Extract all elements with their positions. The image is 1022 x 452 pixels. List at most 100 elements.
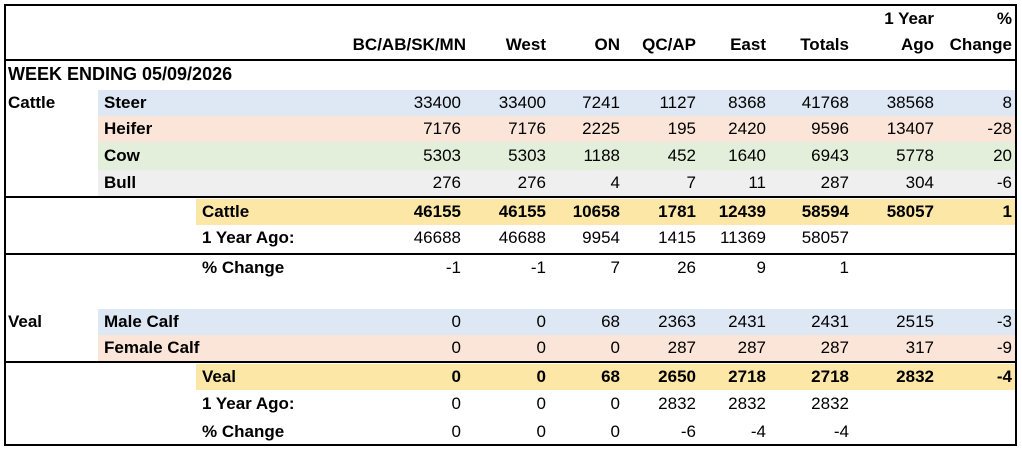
week-ending-label: WEEK ENDING 05/09/2026 <box>8 64 233 84</box>
table-cell: 287 <box>820 173 849 192</box>
table-cell: 0 <box>536 312 546 331</box>
right-border <box>1015 4 1017 446</box>
table-cell: 1 <box>839 258 849 277</box>
table-cell: 68 <box>601 367 620 386</box>
cattle-total-row: Cattle 46155 46155 10658 1781 12439 58594 58057… <box>6 199 1016 225</box>
heifer-row-band <box>98 116 1016 142</box>
bull-row-band <box>98 170 1016 196</box>
veal-row-female-calf: Female Calf 0 0 0 287 287 287 317 -9 <box>6 335 1016 361</box>
cattle-year-ago-row: 1 Year Ago: 46688 46688 9954 1415 11369 58057 <box>6 225 1016 251</box>
table-cell: 13407 <box>886 119 934 138</box>
cattle-total-bottom-border <box>6 253 1016 255</box>
table-cell: 2718 <box>728 367 766 386</box>
table-cell: 1415 <box>658 228 696 247</box>
row-label: Steer <box>104 93 147 112</box>
cattle-total-band <box>196 199 1016 225</box>
table-cell: -9 <box>996 338 1012 357</box>
table-cell: 46155 <box>498 202 546 221</box>
header-bottom-border <box>6 59 1016 61</box>
row-label: 1 Year Ago: <box>202 394 295 413</box>
table-cell: 2832 <box>728 394 766 413</box>
table-cell: 2515 <box>896 312 934 331</box>
table-cell: 0 <box>451 367 461 386</box>
cow-row-band <box>98 142 1016 170</box>
table-cell: 7 <box>686 173 696 192</box>
header-one-year-line1: 1 Year <box>884 9 934 28</box>
table-cell: -3 <box>996 312 1012 331</box>
table-cell: 1781 <box>658 202 696 221</box>
table-cell: 0 <box>536 338 546 357</box>
table-cell: -1 <box>445 258 461 277</box>
table-cell: 2363 <box>658 312 696 331</box>
cattle-section-border <box>6 196 1016 198</box>
table-cell: 2832 <box>811 394 849 413</box>
cattle-row-cow: Cow 5303 5303 1188 452 1640 6943 5778 20 <box>6 143 1016 169</box>
table-cell: 1127 <box>659 93 696 112</box>
header-one-year-line2: Ago <box>900 35 934 54</box>
header-col-2: West <box>505 35 546 54</box>
header-col-4: QC/AP <box>642 35 696 54</box>
table-cell: -4 <box>833 422 849 441</box>
cattle-row-bull: Bull 276 276 4 7 11 287 304 -6 <box>6 170 1016 196</box>
row-label: Cattle <box>202 202 250 221</box>
veal-section-border <box>6 361 1016 363</box>
table-cell: 4 <box>610 173 620 192</box>
table-cell: 20 <box>993 146 1012 165</box>
row-label: Bull <box>104 173 137 192</box>
table-cell: 0 <box>610 394 620 413</box>
group-label: Cattle <box>8 93 56 112</box>
table-cell: -1 <box>530 258 546 277</box>
table-cell: 26 <box>677 258 696 277</box>
table-cell: -28 <box>987 119 1012 138</box>
table-cell: 0 <box>536 394 546 413</box>
table-cell: 287 <box>667 338 696 357</box>
table-cell: 58057 <box>886 202 934 221</box>
row-label: Male Calf <box>104 312 179 331</box>
veal-pct-change-row: % Change 0 0 0 -6 -4 -4 <box>6 419 1016 445</box>
header-col-6: Totals <box>800 35 849 54</box>
table-cell: 1 <box>1002 202 1012 221</box>
week-ending-row: WEEK ENDING 05/09/2026 <box>6 61 1016 87</box>
table-cell: -4 <box>996 367 1012 386</box>
row-label: % Change <box>202 422 285 441</box>
table-cell: 276 <box>432 173 461 192</box>
table-cell: -6 <box>680 422 696 441</box>
table-cell: 68 <box>601 312 620 331</box>
table-cell: -6 <box>996 173 1012 192</box>
table-cell: 2718 <box>811 367 849 386</box>
table-cell: 9596 <box>811 119 849 138</box>
table-cell: 5303 <box>423 146 461 165</box>
table-cell: 0 <box>451 312 461 331</box>
row-label: Female Calf <box>104 338 200 357</box>
table-cell: 1188 <box>583 146 620 165</box>
bottom-border <box>6 444 1016 446</box>
table-cell: 58057 <box>801 228 849 247</box>
header-col-1: BC/AB/SK/MN <box>352 35 466 54</box>
table-cell: 276 <box>517 173 546 192</box>
cattle-row-steer: Cattle Steer 33400 33400 7241 1127 8368 41768 38… <box>6 90 1016 116</box>
table-cell: 0 <box>610 338 620 357</box>
header-col-5: East <box>730 35 766 54</box>
table-cell: 7241 <box>582 93 620 112</box>
row-label: 1 Year Ago: <box>202 228 295 247</box>
table-cell: 33400 <box>498 93 546 112</box>
table-cell: 5778 <box>896 146 934 165</box>
veal-row-male-calf: Veal Male Calf 0 0 68 2363 2431 2431 2515 -3 <box>6 309 1016 335</box>
table-cell: 2225 <box>582 119 620 138</box>
table-cell: 452 <box>667 146 696 165</box>
table-cell: 33400 <box>413 93 461 112</box>
table-cell: 5303 <box>508 146 546 165</box>
table-cell: 8368 <box>728 93 766 112</box>
table-cell: 9 <box>756 258 766 277</box>
header-pct-line1: % <box>996 9 1012 28</box>
male-calf-row-band <box>98 309 1016 335</box>
veal-year-ago-row: 1 Year Ago: 0 0 0 2832 2832 2832 <box>6 391 1016 417</box>
table-cell: -4 <box>750 422 766 441</box>
cattle-pct-change-row: % Change -1 -1 7 26 9 1 <box>6 255 1016 281</box>
table-cell: 0 <box>451 422 461 441</box>
header-pct-line2: Change <box>949 35 1012 54</box>
table-cell: 7176 <box>423 119 461 138</box>
table-cell: 9954 <box>582 228 620 247</box>
veal-total-band <box>196 364 1016 390</box>
table-cell: 2832 <box>896 367 934 386</box>
